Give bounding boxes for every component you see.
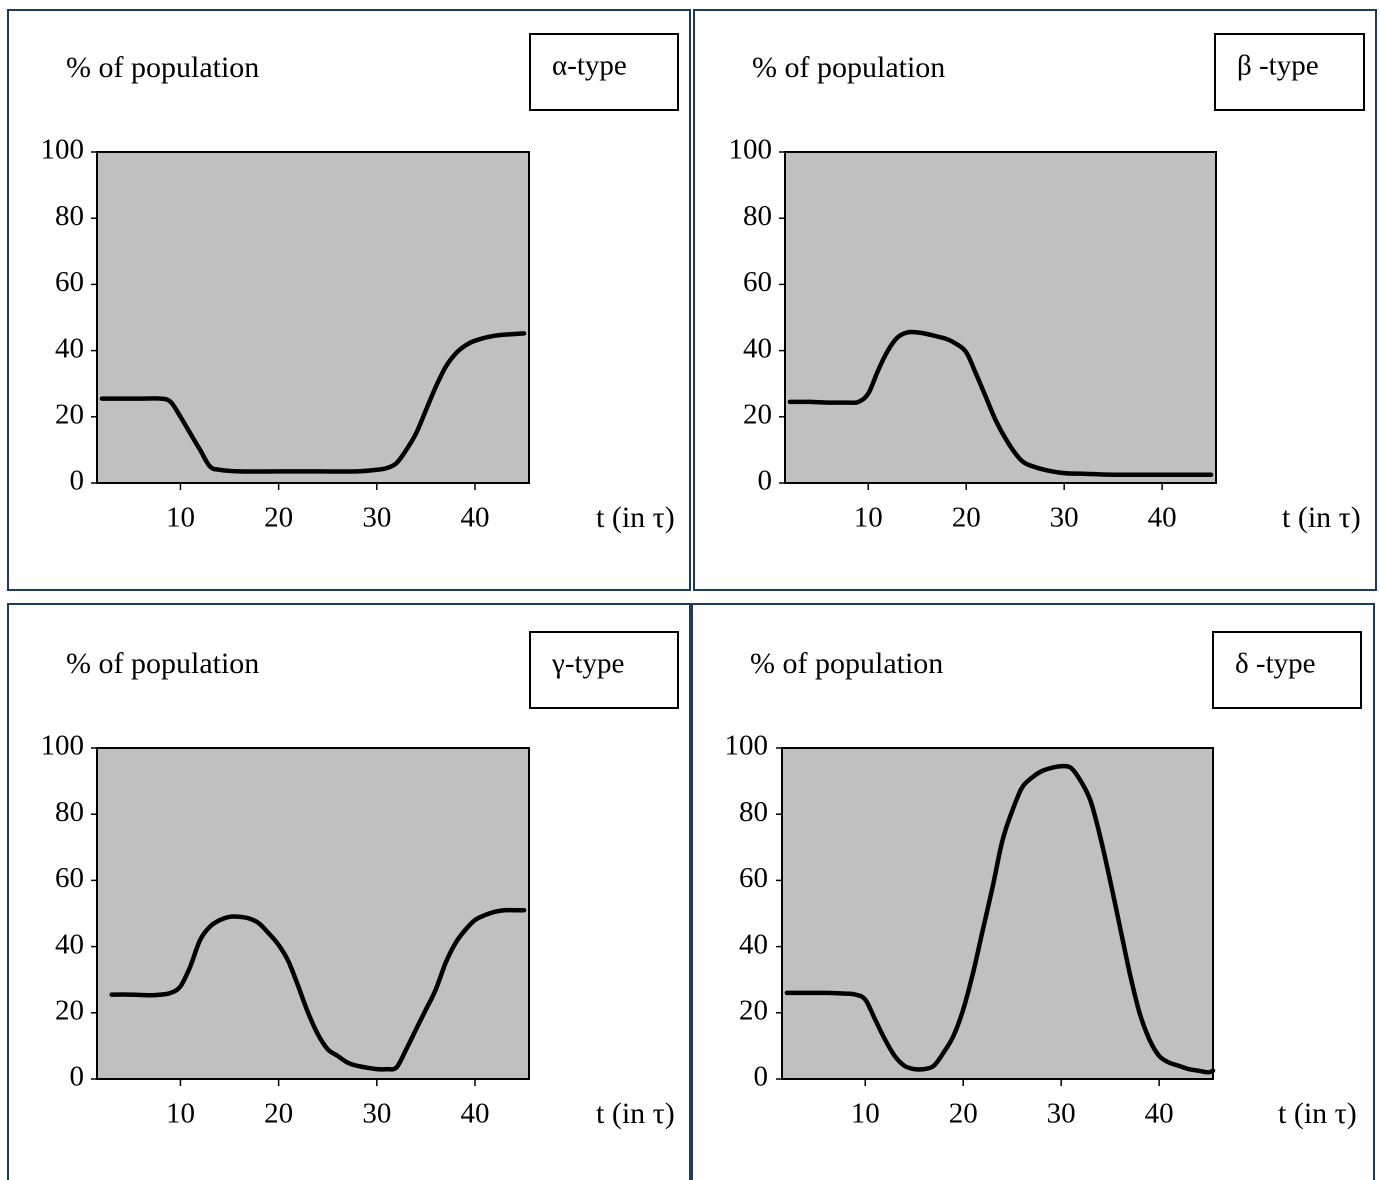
chart-title: β -type — [1237, 50, 1319, 82]
x-tick-label: 40 — [1145, 1098, 1174, 1130]
y-tick-label: 80 — [743, 200, 772, 232]
series-line — [109, 907, 527, 1072]
chart-panel-2: % of population β -type 0 20 40 60 80 100 10 20 30… — [729, 33, 1365, 534]
y-tick-label: 40 — [55, 332, 84, 364]
x-tick-label: 10 — [166, 1098, 195, 1130]
y-tick-label: 80 — [55, 796, 84, 828]
chart-panel-4: % of population δ -type 0 20 40 60 80 100 10 20 30… — [725, 631, 1362, 1130]
x-tick-label: 30 — [1050, 502, 1079, 534]
panel-frame-4 — [691, 603, 1375, 1180]
x-axis-label: t (in τ) — [596, 501, 675, 534]
y-tick-label: 20 — [55, 398, 84, 430]
x-axis-label: t (in τ) — [1282, 501, 1361, 534]
series-line — [99, 331, 527, 474]
x-tick-label: 30 — [362, 502, 391, 534]
chart-title: γ-type — [551, 648, 624, 680]
panel-frame-3 — [7, 603, 691, 1180]
x-tick-label: 10 — [851, 1098, 880, 1130]
y-tick-label: 100 — [41, 134, 85, 166]
y-tick-label: 60 — [55, 266, 84, 298]
chart-title: α-type — [552, 50, 627, 82]
plot-area — [781, 747, 1214, 1080]
y-axis-label: % of population — [752, 51, 945, 84]
x-tick-label: 40 — [1148, 502, 1177, 534]
chart-panel-1: % of population α-type 0 20 40 60 80 100 10 20 30 4… — [41, 33, 679, 534]
x-tick-label: 40 — [461, 502, 490, 534]
y-tick-label: 60 — [55, 862, 84, 894]
y-tick-label: 100 — [41, 730, 85, 762]
legend-box — [1212, 631, 1362, 709]
x-tick-label: 30 — [1047, 1098, 1076, 1130]
y-axis-label: % of population — [66, 51, 259, 84]
x-tick-label: 20 — [952, 502, 981, 534]
x-tick-label: 40 — [461, 1098, 490, 1130]
y-tick-label: 0 — [754, 1061, 769, 1093]
series-line — [787, 329, 1214, 478]
y-tick-label: 80 — [55, 200, 84, 232]
chart-title: δ -type — [1235, 648, 1316, 680]
y-axis-label: % of population — [750, 647, 943, 680]
x-tick-label: 10 — [166, 502, 195, 534]
y-tick-label: 0 — [70, 1061, 85, 1093]
legend-box — [529, 33, 679, 111]
legend-box — [529, 631, 679, 709]
x-tick-label: 10 — [854, 502, 883, 534]
plot-area — [96, 151, 530, 484]
y-tick-label: 20 — [743, 398, 772, 430]
x-tick-label: 20 — [264, 1098, 293, 1130]
y-axis-label: % of population — [66, 647, 259, 680]
chart-panel-3: % of population γ-type 0 20 40 60 80 100 10 20 30 4… — [41, 631, 679, 1130]
y-tick-label: 0 — [70, 465, 85, 497]
x-axis-label: t (in τ) — [596, 1097, 675, 1130]
legend-box — [1214, 33, 1365, 111]
x-tick-label: 20 — [949, 1098, 978, 1130]
x-axis-label: t (in τ) — [1278, 1097, 1357, 1130]
y-tick-label: 20 — [739, 994, 768, 1026]
y-tick-label: 100 — [725, 730, 769, 762]
y-tick-label: 0 — [758, 465, 773, 497]
y-tick-label: 40 — [743, 332, 772, 364]
x-tick-label: 20 — [264, 502, 293, 534]
panel-frame-1 — [7, 9, 691, 591]
y-tick-label: 60 — [739, 862, 768, 894]
y-tick-label: 40 — [739, 928, 768, 960]
y-tick-label: 40 — [55, 928, 84, 960]
x-tick-label: 30 — [362, 1098, 391, 1130]
panel-frame-2 — [693, 9, 1377, 591]
series-line — [784, 763, 1216, 1075]
y-tick-label: 100 — [729, 134, 773, 166]
y-tick-label: 80 — [739, 796, 768, 828]
y-tick-label: 60 — [743, 266, 772, 298]
y-tick-label: 20 — [55, 994, 84, 1026]
